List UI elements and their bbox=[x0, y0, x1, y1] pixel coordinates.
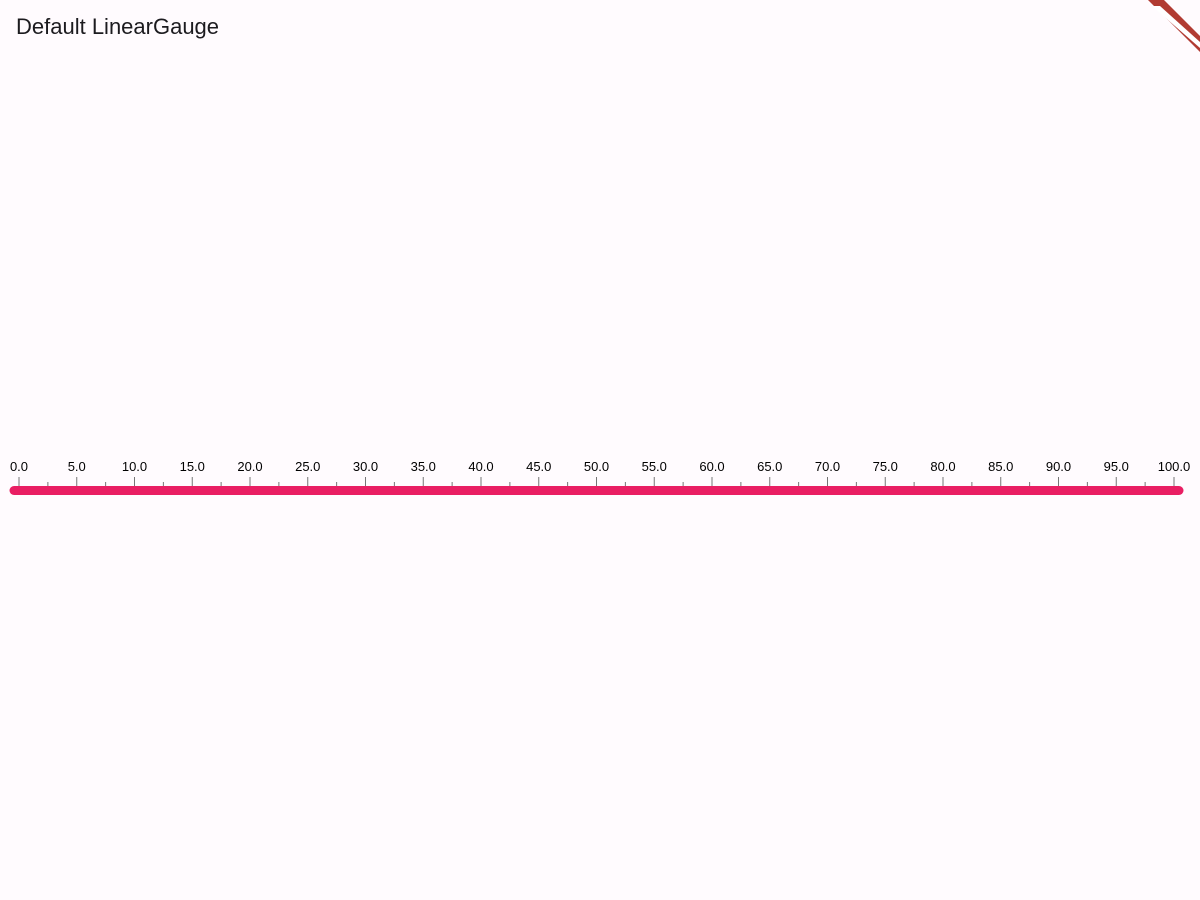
linear-gauge: 0.0 5.0 10.0 15.0 20.0 25.0 30.0 35.0 40.0 45.0 50… bbox=[9, 459, 1190, 495]
tick-label: 80.0 bbox=[930, 459, 955, 474]
tick-label: 35.0 bbox=[411, 459, 436, 474]
tick-label: 65.0 bbox=[757, 459, 782, 474]
tick-label: 40.0 bbox=[468, 459, 493, 474]
tick-label: 5.0 bbox=[68, 459, 86, 474]
tick-label: 15.0 bbox=[180, 459, 205, 474]
tick-label: 70.0 bbox=[815, 459, 840, 474]
tick-label: 45.0 bbox=[526, 459, 551, 474]
page-title: Default LinearGauge bbox=[16, 14, 220, 39]
tick-label: 100.0 bbox=[1158, 459, 1191, 474]
tick-label: 25.0 bbox=[295, 459, 320, 474]
tick-label: 60.0 bbox=[699, 459, 724, 474]
tick-label: 10.0 bbox=[122, 459, 147, 474]
tick-label: 50.0 bbox=[584, 459, 609, 474]
tick-label: 90.0 bbox=[1046, 459, 1071, 474]
tick-label: 75.0 bbox=[873, 459, 898, 474]
tick-label: 55.0 bbox=[642, 459, 667, 474]
tick-label: 95.0 bbox=[1104, 459, 1129, 474]
tick-label: 30.0 bbox=[353, 459, 378, 474]
gauge-labels: 0.0 5.0 10.0 15.0 20.0 25.0 30.0 35.0 40.0 45.0 50… bbox=[10, 459, 1190, 474]
debug-banner-graphic bbox=[1148, 0, 1200, 52]
gauge-ticks bbox=[18, 477, 1175, 486]
tick-label: 20.0 bbox=[237, 459, 262, 474]
debug-banner-icon bbox=[1140, 0, 1200, 60]
tick-label: 0.0 bbox=[10, 459, 28, 474]
tick-label: 85.0 bbox=[988, 459, 1013, 474]
